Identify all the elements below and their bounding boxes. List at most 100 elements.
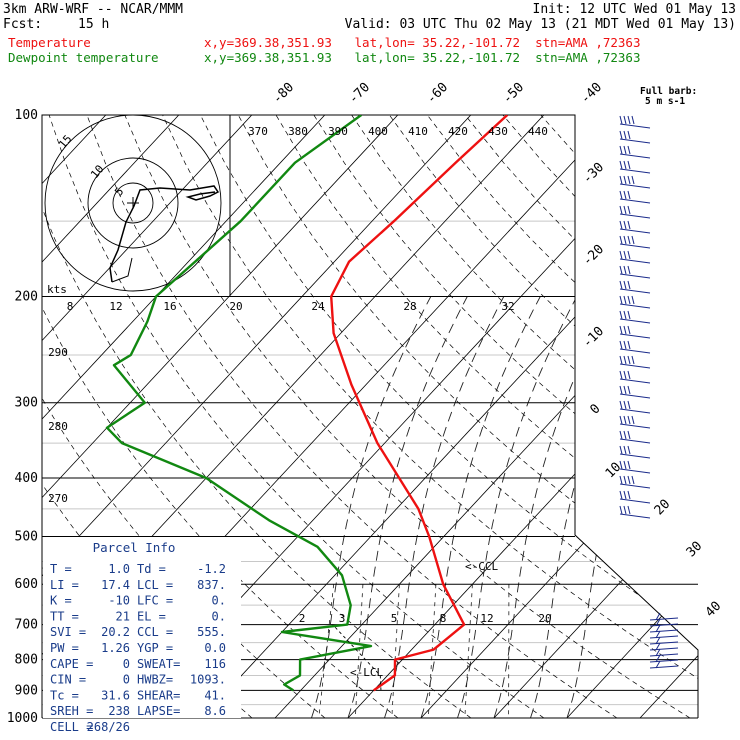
isotherm [493,115,698,718]
wind-barb [619,355,651,369]
wind-barb [619,265,651,279]
pressure-label: 400 [15,471,38,486]
parcel-key: LFC = [137,594,173,608]
parcel-value: 837. [197,578,226,592]
hodograph-rings [44,114,222,292]
pressure-label: 100 [15,108,38,123]
temperature-location: x,y=369.38,351.93 lat,lon= 35.22,-101.72… [204,35,641,50]
dry-adiabat [502,115,698,718]
parcel-key: TT = [50,609,79,623]
wind-barb [619,475,651,489]
wind-barb [619,295,651,309]
wind-barb [619,460,651,474]
parcel-value: 0.0 [204,641,226,655]
skew-temperature-label: 10 [603,460,625,482]
dewpoint-location: x,y=369.38,351.93 lat,lon= 35.22,-101.72… [204,50,641,65]
wind-barb [619,430,651,444]
parcel-value: 1093. [190,673,226,687]
theta-label: 400 [368,125,388,138]
wind-barb [619,190,651,204]
valid-time: Valid: 03 UTC Thu 02 May 13 (21 MDT Wed … [344,17,736,32]
wind-barb [619,130,651,144]
wind-barb [619,505,651,519]
hodograph-ring [112,182,154,224]
wind-barb [649,642,679,651]
theta-label: 280 [48,420,68,433]
dry-adiabat [389,115,698,718]
wind-barb [619,400,651,414]
mixing-ratio-label: 5 [391,612,398,625]
skew-temperature-label: -10 [580,324,607,351]
skew-temperature-label: 0 [587,401,603,417]
dewpoint-legend: Dewpoint temperature [8,50,159,65]
parcel-key: SWEAT= [137,657,180,671]
parcel-value: 20.2 [101,625,130,639]
dry-adiabat [313,115,698,718]
isotherm [713,115,740,718]
skew-temperature-label: -20 [580,242,607,269]
parcel-panel-bg [43,537,241,718]
wind-barb [619,160,651,174]
speed-tick-label: 12 [109,300,122,313]
parcel-key: SVI = [50,625,86,639]
hodograph-speed-unit: kts [47,283,67,296]
wind-barb [649,624,679,633]
wind-barb [619,175,651,189]
init-time: Init: 12 UTC Wed 01 May 13 [532,2,737,17]
dry-adiabat [578,115,698,718]
parcel-value: 41. [204,688,226,702]
skew-temperature-label: -70 [346,80,373,107]
wind-barb [619,490,651,504]
pressure-label: 800 [15,653,38,668]
moist-adiabat [457,296,578,718]
barb-legend: 5 m s-1 [645,96,685,107]
mixing-ratio-label: 12 [480,612,493,625]
wind-barb [619,250,651,264]
barb-legend: Full barb: [640,86,697,97]
dry-adiabat [48,115,545,718]
mixing-ratio-label: 2 [299,612,306,625]
theta-label: 380 [288,125,308,138]
parcel-key: EL = [137,609,166,623]
isotherm [639,115,698,718]
forecast-label: Fcst: [3,17,43,32]
parcel-key: CELL = [50,720,93,734]
pressure-label: 600 [15,577,38,592]
pressure-label: 900 [15,683,38,698]
parcel-key: SHEAR= [137,688,180,702]
wind-barb [649,654,679,663]
speed-tick-label: 28 [403,300,416,313]
wind-barb [619,370,651,384]
skew-temperature-label: -40 [578,80,605,107]
pressure-label: 700 [15,618,38,633]
isotherm [42,115,326,718]
skew-temperature-label: 20 [652,497,674,519]
dry-adiabat [42,115,472,718]
skew-temperature-label: -60 [424,80,451,107]
model-title: 3km ARW-WRF -- NCAR/MMM [3,2,184,17]
pressure-label: 1000 [7,711,38,726]
parcel-key: LI = [50,578,79,592]
ccl-annotation: <-CCL [465,560,498,573]
parcel-value: 268/26 [87,720,130,734]
skew-temperature-label: -50 [500,80,527,107]
skew-temperature-label: 30 [684,539,706,561]
parcel-value: 0 [123,673,130,687]
wind-barb [649,618,679,627]
dry-adiabat [616,115,698,718]
parcel-key: LCL = [137,578,173,592]
mixing-ratio-line [464,584,473,718]
mixing-ratio-label: 3 [339,612,346,625]
parcel-path [332,624,382,691]
speed-tick-label: 8 [67,300,74,313]
forecast-hour: 15 h [78,17,110,32]
parcel-key: CAPE = [50,657,93,671]
pressure-label: 500 [15,529,38,544]
parcel-value: -1.2 [197,562,226,576]
parcel-value: 0. [212,594,226,608]
parcel-title: Parcel Info [93,540,176,555]
parcel-value: 17.4 [101,578,130,592]
pressure-label: 200 [15,290,38,305]
theta-label: 290 [48,346,68,359]
